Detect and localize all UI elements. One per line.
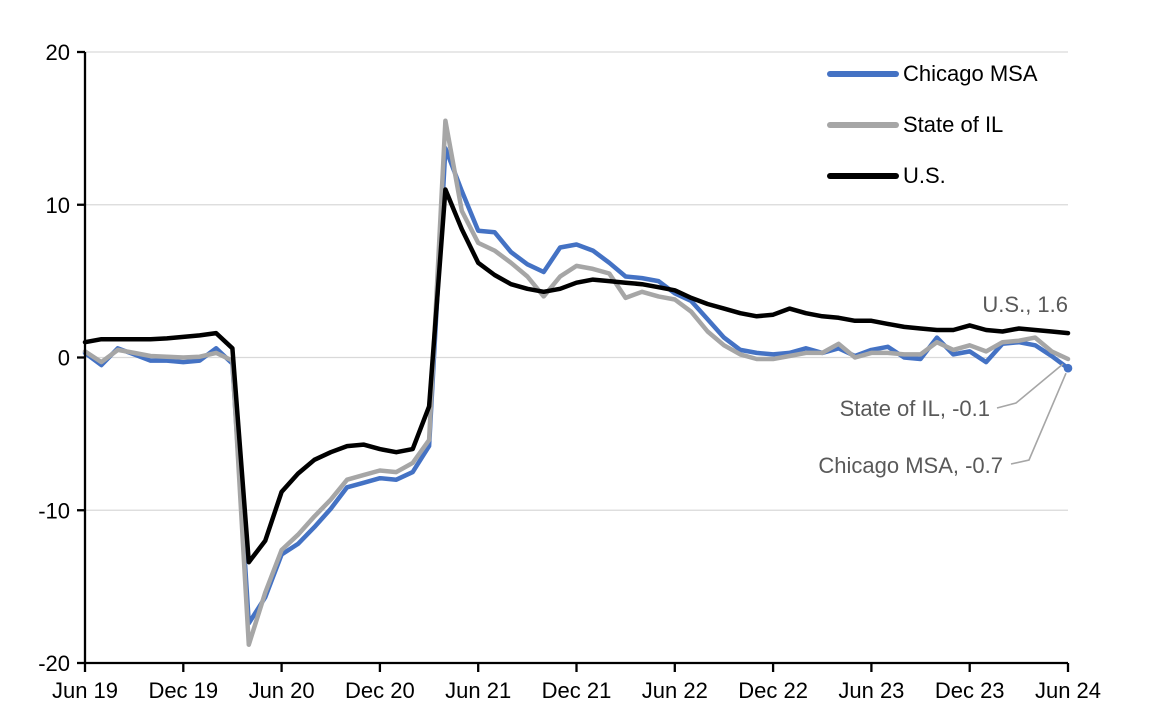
annotation-state-of-il-value: State of IL, -0.1: [839, 396, 990, 421]
x-tick-label: Dec 20: [345, 678, 415, 703]
leader-line-chicago-msa: [1010, 372, 1067, 465]
annotation-chicago-msa-value: Chicago MSA, -0.7: [818, 453, 1003, 478]
series-line-state-of-il: [82, 118, 1071, 647]
x-tick-label: Dec 22: [738, 678, 808, 703]
legend-swatch-us: [827, 173, 899, 179]
legend-item-us: U.S.: [827, 163, 946, 189]
legend-label-us: U.S.: [903, 163, 946, 188]
leader-line-state-of-il: [996, 363, 1064, 409]
y-tick-label: 20: [46, 40, 70, 65]
series-line-u-s-: [82, 187, 1071, 565]
x-tick-label: Dec 23: [935, 678, 1005, 703]
y-tick-label: 0: [58, 346, 70, 371]
annotation-us-value: U.S., 1.6: [982, 292, 1068, 317]
x-tick-label: Jun 21: [445, 678, 511, 703]
legend-swatch-chicago-msa: [827, 71, 899, 77]
x-tick-label: Jun 24: [1035, 678, 1101, 703]
x-tick-label: Dec 19: [148, 678, 218, 703]
x-tick-label: Jun 22: [642, 678, 708, 703]
legend-label-state-of-il: State of IL: [903, 112, 1004, 137]
x-tick-label: Jun 23: [838, 678, 904, 703]
x-tick-label: Dec 21: [542, 678, 612, 703]
x-tick-label: Jun 19: [52, 678, 118, 703]
series-end-dot-chicago-msa: [1063, 363, 1073, 373]
y-tick-label: 10: [46, 193, 70, 218]
legend-item-state-of-il: State of IL: [827, 112, 1003, 138]
y-tick-label: -20: [38, 651, 70, 676]
legend-swatch-state-of-il: [827, 122, 899, 128]
legend-item-chicago-msa: Chicago MSA: [827, 61, 1038, 87]
y-tick-label: -10: [38, 498, 70, 523]
legend-label-chicago-msa: Chicago MSA: [903, 61, 1038, 86]
x-tick-label: Jun 20: [249, 678, 315, 703]
